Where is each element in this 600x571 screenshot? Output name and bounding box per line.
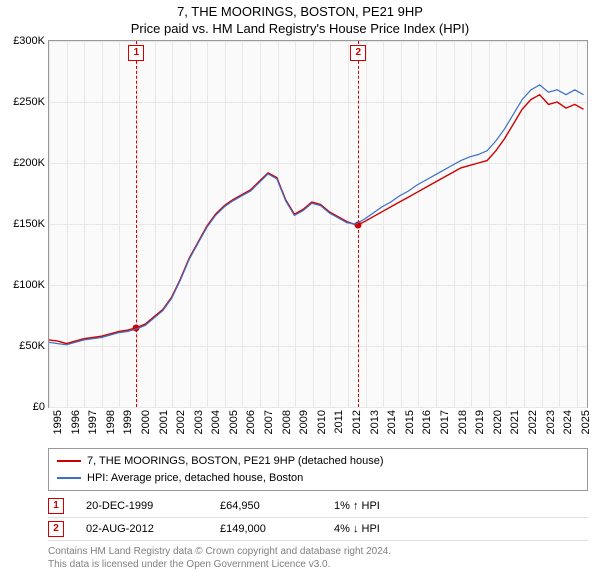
x-tick-label: 2023 (545, 410, 557, 434)
x-tick-label: 2005 (228, 410, 240, 434)
x-tick-label: 2015 (404, 410, 416, 434)
x-tick-label: 2004 (210, 410, 222, 434)
x-tick-label: 2001 (158, 410, 170, 434)
x-tick-label: 2014 (386, 410, 398, 434)
x-tick-label: 2017 (439, 410, 451, 434)
y-tick-label: £100K (13, 279, 45, 291)
x-tick-label: 1998 (105, 410, 117, 434)
legend: 7, THE MOORINGS, BOSTON, PE21 9HP (detac… (48, 448, 588, 491)
y-tick-label: £150K (13, 218, 45, 230)
x-tick-label: 2000 (140, 410, 152, 434)
y-tick-label: £200K (13, 157, 45, 169)
y-tick-label: £50K (19, 340, 45, 352)
event-pct: 4% ↓ HPI (334, 523, 454, 535)
legend-item: 7, THE MOORINGS, BOSTON, PE21 9HP (detac… (57, 453, 579, 470)
legend-item: HPI: Average price, detached house, Bost… (57, 470, 579, 487)
chart-plot-area: £0£50K£100K£150K£200K£250K£300K12 (48, 40, 588, 408)
x-tick-label: 2006 (245, 410, 257, 434)
x-tick-label: 1995 (52, 410, 64, 434)
event-price: £64,950 (220, 500, 330, 512)
series-line (49, 95, 584, 344)
x-tick-label: 2016 (421, 410, 433, 434)
chart-title-address: 7, THE MOORINGS, BOSTON, PE21 9HP (0, 4, 600, 19)
legend-swatch (57, 477, 81, 479)
x-tick-label: 1996 (70, 410, 82, 434)
event-row: 1 20-DEC-1999 £64,950 1% ↑ HPI (48, 495, 588, 518)
x-tick-label: 2002 (175, 410, 187, 434)
y-tick-label: £0 (33, 401, 45, 413)
x-tick-label: 2011 (333, 410, 345, 434)
x-tick-label: 2008 (281, 410, 293, 434)
legend-label: 7, THE MOORINGS, BOSTON, PE21 9HP (detac… (87, 453, 384, 470)
x-tick-label: 2025 (580, 410, 592, 434)
event-pct: 1% ↑ HPI (334, 500, 454, 512)
x-tick-label: 2009 (298, 410, 310, 434)
event-date: 02-AUG-2012 (86, 523, 216, 535)
event-date: 20-DEC-1999 (86, 500, 216, 512)
footer-line: Contains HM Land Registry data © Crown c… (48, 545, 588, 558)
chart-title-subtitle: Price paid vs. HM Land Registry's House … (0, 21, 600, 36)
event-id: 2 (48, 521, 64, 537)
y-tick-label: £250K (13, 96, 45, 108)
x-tick-label: 1997 (87, 410, 99, 434)
x-tick-label: 2021 (509, 410, 521, 434)
x-tick-label: 2022 (527, 410, 539, 434)
x-tick-label: 2024 (562, 410, 574, 434)
x-tick-label: 2013 (369, 410, 381, 434)
x-tick-label: 2003 (193, 410, 205, 434)
event-price: £149,000 (220, 523, 330, 535)
x-tick-label: 1999 (122, 410, 134, 434)
x-tick-label: 2019 (474, 410, 486, 434)
legend-swatch (57, 460, 81, 462)
event-row: 2 02-AUG-2012 £149,000 4% ↓ HPI (48, 518, 588, 541)
legend-label: HPI: Average price, detached house, Bost… (87, 470, 303, 487)
footer-attribution: Contains HM Land Registry data © Crown c… (48, 545, 588, 571)
x-tick-label: 2007 (263, 410, 275, 434)
x-axis-labels: 1995 1996 1997 1998 1999 2000 2001 2002 2003 2004… (48, 408, 588, 446)
x-tick-label: 2010 (316, 410, 328, 434)
series-line (49, 85, 584, 345)
x-tick-label: 2012 (351, 410, 363, 434)
event-id: 1 (48, 498, 64, 514)
y-tick-label: £300K (13, 35, 45, 47)
event-table: 1 20-DEC-1999 £64,950 1% ↑ HPI 2 02-AUG-2012 £… (48, 495, 588, 541)
x-tick-label: 2018 (457, 410, 469, 434)
x-tick-label: 2020 (492, 410, 504, 434)
